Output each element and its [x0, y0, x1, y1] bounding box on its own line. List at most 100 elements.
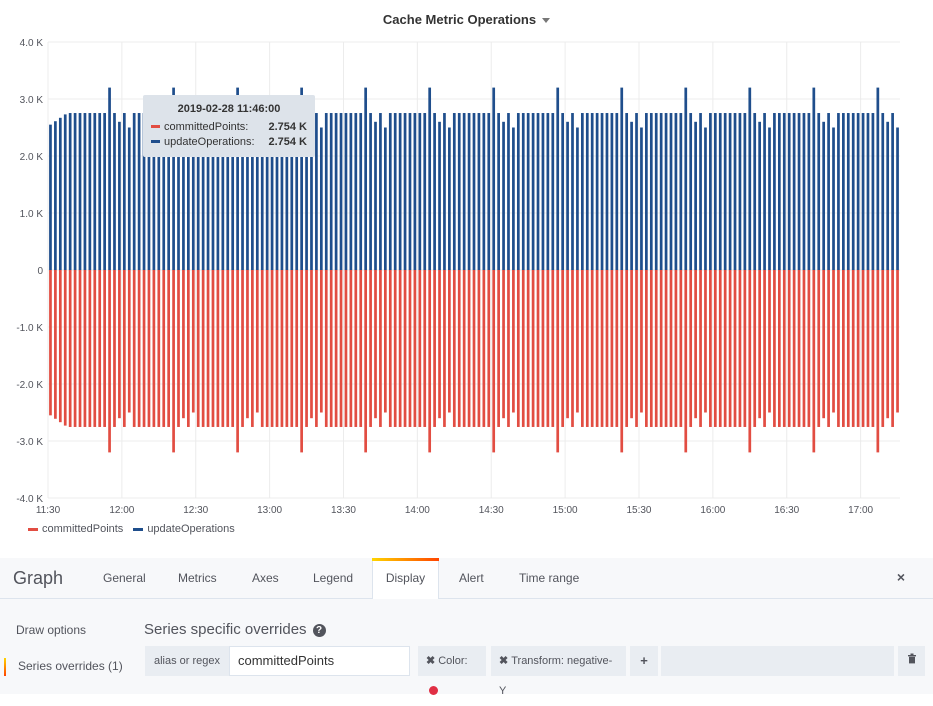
tab-axes[interactable]: Axes — [252, 571, 279, 585]
remove-icon[interactable]: ✖ — [426, 655, 436, 667]
tab-metrics[interactable]: Metrics — [178, 571, 217, 585]
bar-updateOperations — [408, 113, 412, 270]
side-draw-options[interactable]: Draw options — [16, 623, 87, 637]
bar-updateOperations — [842, 113, 845, 270]
bar-updateOperations — [531, 113, 535, 270]
legend-item-update[interactable]: updateOperations — [133, 523, 235, 535]
bar-updateOperations — [157, 113, 161, 270]
side-series-overrides[interactable]: Series overrides (1) — [18, 659, 123, 673]
bar-updateOperations — [679, 113, 683, 270]
bar-committedPoints — [310, 270, 313, 419]
override-color-chip[interactable]: ✖ Color: — [418, 646, 486, 695]
bar-committedPoints — [418, 270, 422, 427]
bar-updateOperations — [339, 113, 343, 270]
bar-committedPoints — [713, 270, 717, 427]
legend-item-committed[interactable]: committedPoints — [28, 523, 123, 535]
bar-committedPoints — [743, 270, 747, 427]
series-swatch[interactable] — [28, 527, 38, 531]
bar-updateOperations — [265, 113, 269, 270]
bar-updateOperations — [802, 113, 806, 270]
tab-general[interactable]: General — [103, 571, 146, 585]
bar-committedPoints — [177, 270, 180, 427]
editor-tabs-bar: Graph General Metrics Axes Legend Displa… — [0, 558, 933, 599]
add-override-button[interactable]: + — [630, 646, 658, 676]
panel-title[interactable]: Cache Metric Operations — [0, 12, 933, 27]
bar-updateOperations — [211, 113, 215, 270]
bar-committedPoints — [615, 270, 619, 427]
bar-committedPoints — [585, 270, 589, 427]
bar-committedPoints — [280, 270, 284, 427]
tab-display[interactable]: Display — [372, 558, 439, 599]
tab-legend[interactable]: Legend — [313, 571, 354, 585]
series-swatch[interactable] — [133, 527, 144, 531]
tab-alert[interactable]: Alert — [459, 571, 484, 585]
remove-icon[interactable]: ✖ — [499, 655, 509, 667]
chevron-down-icon[interactable] — [542, 18, 551, 24]
bar-updateOperations — [832, 127, 835, 270]
bar-updateOperations — [374, 121, 377, 270]
bar-committedPoints — [817, 270, 821, 427]
bar-committedPoints — [881, 270, 885, 427]
bar-committedPoints — [837, 270, 840, 427]
bar-committedPoints — [324, 270, 328, 427]
color-dot[interactable] — [429, 686, 438, 695]
bar-committedPoints — [127, 270, 131, 413]
tooltip-row-committed: committedPoints: 2.754 K — [151, 119, 307, 134]
bar-updateOperations — [561, 113, 565, 270]
bar-updateOperations — [438, 121, 441, 270]
bar-committedPoints — [438, 270, 441, 419]
bar-committedPoints — [580, 270, 584, 427]
bar-committedPoints — [201, 270, 205, 427]
bar-committedPoints — [452, 270, 456, 427]
bar-committedPoints — [792, 270, 796, 427]
bar-updateOperations — [497, 113, 500, 270]
bar-updateOperations — [556, 87, 560, 270]
bar-updateOperations — [787, 113, 791, 270]
trash-icon[interactable] — [898, 646, 925, 676]
bar-committedPoints — [467, 270, 471, 427]
bar-committedPoints — [137, 270, 141, 427]
bar-committedPoints — [492, 270, 496, 453]
bar-updateOperations — [659, 113, 663, 270]
bar-committedPoints — [699, 270, 702, 427]
bar-committedPoints — [270, 270, 274, 427]
bar-committedPoints — [172, 270, 175, 453]
y-tick-label: 4.0 K — [20, 38, 44, 49]
bar-updateOperations — [753, 113, 757, 270]
bar-updateOperations — [871, 113, 875, 270]
bar-updateOperations — [600, 113, 604, 270]
bar-committedPoints — [339, 270, 343, 427]
bar-committedPoints — [871, 270, 875, 427]
bar-updateOperations — [605, 113, 609, 270]
bar-updateOperations — [694, 121, 697, 270]
bar-updateOperations — [576, 127, 579, 270]
help-icon[interactable]: ? — [312, 624, 326, 637]
bar-updateOperations — [521, 113, 525, 270]
bar-committedPoints — [763, 270, 766, 427]
bar-updateOperations — [137, 113, 141, 270]
series-swatch — [151, 140, 160, 143]
bar-committedPoints — [118, 270, 121, 419]
bar-committedPoints — [556, 270, 560, 453]
bar-updateOperations — [369, 113, 372, 270]
bar-committedPoints — [679, 270, 683, 427]
bar-committedPoints — [472, 270, 476, 427]
bar-updateOperations — [748, 87, 752, 270]
bar-updateOperations — [78, 113, 82, 270]
bar-committedPoints — [142, 270, 146, 427]
bar-updateOperations — [812, 87, 816, 270]
override-transform-chip[interactable]: ✖ Transform: negative-Y — [491, 646, 626, 697]
override-alias-input[interactable]: committedPoints — [229, 646, 410, 676]
bar-committedPoints — [285, 270, 289, 427]
close-icon[interactable]: × — [896, 569, 905, 585]
tab-time-range[interactable]: Time range — [519, 571, 580, 585]
bar-committedPoints — [93, 270, 97, 427]
bar-updateOperations — [866, 113, 870, 270]
bar-updateOperations — [689, 113, 693, 270]
bar-updateOperations — [433, 113, 436, 270]
bar-committedPoints — [822, 270, 826, 419]
bar-updateOperations — [881, 113, 885, 270]
bar-updateOperations — [777, 113, 781, 270]
bar-updateOperations — [403, 113, 407, 270]
bar-updateOperations — [226, 113, 230, 270]
